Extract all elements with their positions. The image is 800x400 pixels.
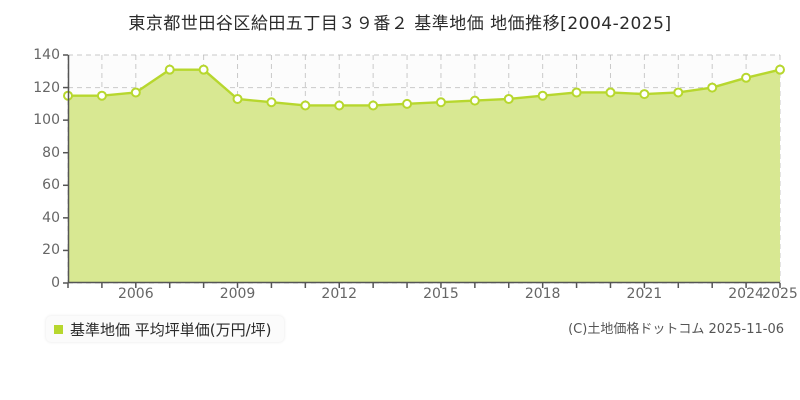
y-axis-tick-label: 40: [42, 209, 60, 226]
y-axis-tick-label: 0: [51, 275, 60, 291]
data-point-marker[interactable]: [571, 87, 582, 98]
series-line: [66, 68, 782, 107]
data-point-marker[interactable]: [130, 87, 141, 98]
data-point-marker[interactable]: [673, 87, 684, 98]
y-axis-tick-label: 60: [42, 177, 60, 194]
x-axis-tick-label: 2009: [219, 286, 256, 302]
data-point-marker[interactable]: [334, 100, 345, 111]
legend-color-swatch: [54, 324, 63, 334]
y-axis: 0 20 40 60 80 100 120 140: [0, 0, 60, 400]
data-point-marker[interactable]: [368, 100, 379, 111]
data-point-marker[interactable]: [300, 100, 311, 111]
plot-area: [63, 54, 785, 288]
data-point-marker[interactable]: [435, 97, 446, 108]
y-axis-tick-label: 140: [33, 47, 60, 63]
x-axis-tick-label: 2025: [762, 286, 798, 302]
data-point-marker[interactable]: [605, 87, 616, 98]
x-axis-tick-label: 2018: [524, 286, 561, 302]
data-point-marker[interactable]: [707, 82, 718, 93]
data-point-marker[interactable]: [469, 95, 480, 106]
data-point-marker[interactable]: [96, 90, 107, 101]
chart-title: 東京都世田谷区給田五丁目３９番２ 基準地価 地価推移[2004-2025]: [128, 14, 672, 34]
credit-text: (C)土地価格ドットコム 2025-11-06: [568, 322, 784, 337]
area-chart-svg: [63, 54, 785, 288]
data-point-marker[interactable]: [741, 72, 752, 83]
y-axis-tick-label: 80: [42, 144, 60, 161]
legend-label: 基準地価 平均坪単価(万円/坪): [70, 320, 272, 339]
y-axis-tick-label: 20: [42, 242, 60, 259]
data-point-marker[interactable]: [503, 93, 514, 104]
chart-legend[interactable]: 基準地価 平均坪単価(万円/坪): [46, 316, 284, 342]
data-point-marker[interactable]: [639, 89, 650, 100]
y-axis-tick-label: 100: [33, 112, 60, 129]
x-axis-tick-label: 2015: [423, 286, 459, 302]
data-point-marker[interactable]: [537, 90, 548, 101]
data-point-marker[interactable]: [266, 97, 277, 108]
x-axis-tick-label: 2021: [626, 286, 663, 302]
data-point-marker[interactable]: [198, 64, 209, 75]
data-point-marker[interactable]: [402, 98, 413, 109]
data-point-marker[interactable]: [164, 64, 175, 75]
data-point-marker[interactable]: [775, 64, 785, 75]
data-point-marker[interactable]: [232, 93, 243, 104]
y-axis-tick-label: 120: [33, 79, 60, 96]
x-axis-tick-label: 2012: [321, 286, 358, 302]
x-axis-tick-label: 2024: [728, 286, 764, 302]
x-axis-tick-label: 2006: [117, 286, 154, 302]
area-fill: [68, 69, 780, 284]
